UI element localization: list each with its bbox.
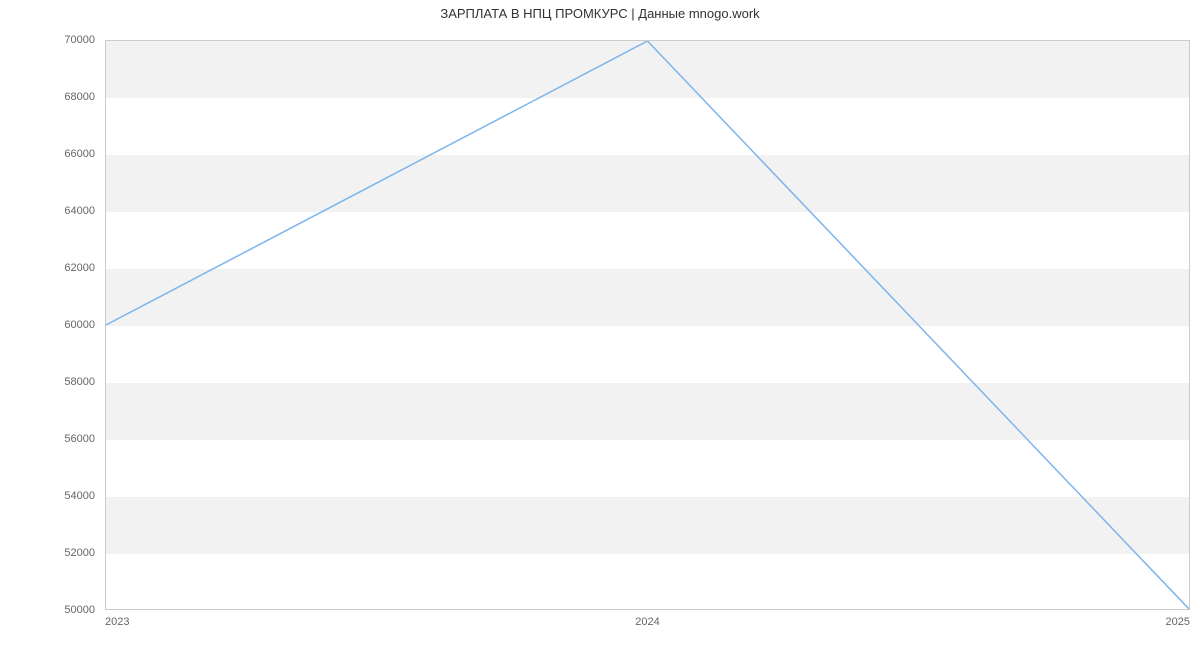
x-tick-label: 2025 [1166, 616, 1190, 628]
y-tick-label: 62000 [0, 262, 95, 274]
y-tick-label: 60000 [0, 319, 95, 331]
y-tick-label: 66000 [0, 148, 95, 160]
salary-line [106, 41, 1189, 609]
x-tick-label: 2023 [105, 616, 129, 628]
y-tick-label: 50000 [0, 604, 95, 616]
y-tick-label: 68000 [0, 91, 95, 103]
y-tick-label: 70000 [0, 34, 95, 46]
y-tick-label: 64000 [0, 205, 95, 217]
x-tick-label: 2024 [635, 616, 659, 628]
chart-title: ЗАРПЛАТА В НПЦ ПРОМКУРС | Данные mnogo.w… [0, 6, 1200, 21]
salary-line-chart: ЗАРПЛАТА В НПЦ ПРОМКУРС | Данные mnogo.w… [0, 0, 1200, 650]
y-tick-label: 54000 [0, 490, 95, 502]
line-series [106, 41, 1189, 609]
y-tick-label: 58000 [0, 376, 95, 388]
y-tick-label: 52000 [0, 547, 95, 559]
y-tick-label: 56000 [0, 433, 95, 445]
plot-area [105, 40, 1190, 610]
